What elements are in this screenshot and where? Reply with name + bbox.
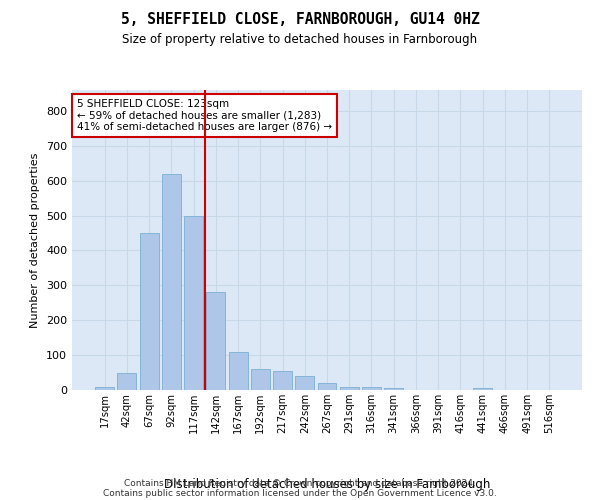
Bar — [317, 383, 337, 390]
Bar — [384, 388, 403, 390]
Y-axis label: Number of detached properties: Number of detached properties — [31, 152, 40, 328]
Text: Contains HM Land Registry data © Crown copyright and database right 2024.: Contains HM Land Registry data © Crown c… — [124, 478, 476, 488]
Bar — [162, 174, 181, 390]
Bar — [251, 369, 270, 390]
Bar — [95, 386, 114, 390]
Bar — [140, 233, 158, 390]
Bar — [184, 216, 203, 390]
Bar — [473, 388, 492, 390]
Text: Size of property relative to detached houses in Farnborough: Size of property relative to detached ho… — [122, 32, 478, 46]
X-axis label: Distribution of detached houses by size in Farnborough: Distribution of detached houses by size … — [164, 478, 490, 490]
Bar — [206, 292, 225, 390]
Bar — [295, 376, 314, 390]
Text: 5 SHEFFIELD CLOSE: 123sqm
← 59% of detached houses are smaller (1,283)
41% of se: 5 SHEFFIELD CLOSE: 123sqm ← 59% of detac… — [77, 99, 332, 132]
Bar — [118, 372, 136, 390]
Bar — [273, 371, 292, 390]
Bar — [362, 386, 381, 390]
Text: 5, SHEFFIELD CLOSE, FARNBOROUGH, GU14 0HZ: 5, SHEFFIELD CLOSE, FARNBOROUGH, GU14 0H… — [121, 12, 479, 28]
Text: Contains public sector information licensed under the Open Government Licence v3: Contains public sector information licen… — [103, 488, 497, 498]
Bar — [229, 352, 248, 390]
Bar — [340, 386, 359, 390]
